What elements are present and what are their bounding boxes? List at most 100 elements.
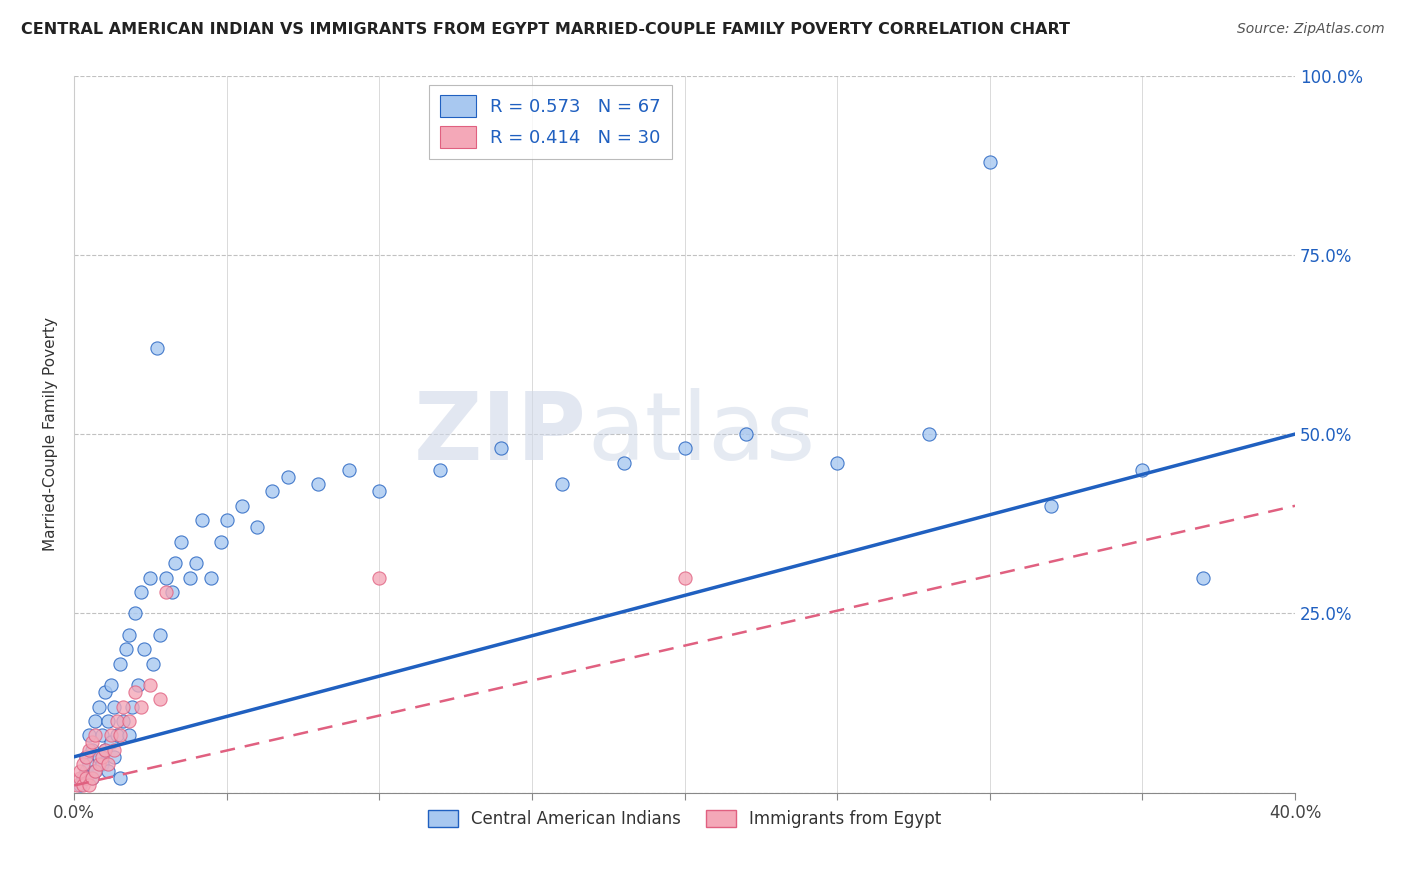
Point	[429, 463, 451, 477]
Point	[69, 772, 91, 786]
Point	[129, 699, 152, 714]
Point	[82, 742, 104, 756]
Point	[918, 427, 941, 442]
Point	[69, 779, 91, 793]
Point	[551, 477, 574, 491]
Text: atlas: atlas	[586, 388, 815, 480]
Point	[307, 477, 329, 491]
Y-axis label: Married-Couple Family Poverty: Married-Couple Family Poverty	[44, 317, 58, 551]
Point	[160, 585, 183, 599]
Point	[103, 742, 125, 756]
Point	[75, 749, 97, 764]
Point	[209, 534, 232, 549]
Point	[139, 678, 162, 692]
Point	[491, 442, 513, 456]
Point	[1192, 570, 1215, 584]
Point	[191, 513, 214, 527]
Point	[368, 484, 391, 499]
Point	[118, 714, 141, 728]
Point	[145, 341, 167, 355]
Point	[90, 728, 112, 742]
Point	[111, 699, 134, 714]
Point	[84, 714, 107, 728]
Point	[72, 772, 94, 786]
Point	[69, 764, 91, 779]
Legend: Central American Indians, Immigrants from Egypt: Central American Indians, Immigrants fro…	[420, 803, 948, 835]
Point	[825, 456, 848, 470]
Point	[337, 463, 360, 477]
Point	[368, 570, 391, 584]
Point	[155, 570, 177, 584]
Point	[139, 570, 162, 584]
Point	[93, 685, 115, 699]
Point	[124, 607, 146, 621]
Point	[90, 756, 112, 771]
Point	[155, 585, 177, 599]
Point	[134, 642, 156, 657]
Point	[108, 657, 131, 671]
Point	[262, 484, 284, 499]
Text: CENTRAL AMERICAN INDIAN VS IMMIGRANTS FROM EGYPT MARRIED-COUPLE FAMILY POVERTY C: CENTRAL AMERICAN INDIAN VS IMMIGRANTS FR…	[21, 22, 1070, 37]
Point	[1039, 499, 1062, 513]
Point	[87, 749, 110, 764]
Point	[84, 728, 107, 742]
Point	[84, 764, 107, 779]
Point	[79, 728, 101, 742]
Point	[1132, 463, 1154, 477]
Point	[90, 749, 112, 764]
Point	[100, 728, 122, 742]
Point	[148, 628, 170, 642]
Point	[734, 427, 756, 442]
Point	[97, 714, 120, 728]
Point	[277, 470, 299, 484]
Point	[127, 678, 149, 692]
Point	[179, 570, 201, 584]
Point	[103, 749, 125, 764]
Point	[118, 728, 141, 742]
Point	[82, 772, 104, 786]
Point	[129, 585, 152, 599]
Point	[82, 735, 104, 749]
Text: ZIP: ZIP	[413, 388, 586, 480]
Point	[79, 742, 101, 756]
Point	[82, 772, 104, 786]
Point	[93, 742, 115, 756]
Point	[100, 735, 122, 749]
Point	[84, 764, 107, 779]
Point	[97, 764, 120, 779]
Point	[170, 534, 193, 549]
Point	[108, 728, 131, 742]
Point	[246, 520, 269, 534]
Point	[115, 642, 138, 657]
Point	[163, 556, 186, 570]
Point	[105, 714, 128, 728]
Point	[231, 499, 253, 513]
Point	[215, 513, 238, 527]
Point	[673, 570, 696, 584]
Point	[75, 749, 97, 764]
Point	[124, 685, 146, 699]
Point	[121, 699, 143, 714]
Point	[75, 764, 97, 779]
Point	[148, 692, 170, 706]
Point	[75, 772, 97, 786]
Point	[103, 699, 125, 714]
Point	[612, 456, 634, 470]
Point	[66, 779, 89, 793]
Point	[93, 742, 115, 756]
Point	[979, 154, 1001, 169]
Point	[97, 756, 120, 771]
Point	[108, 772, 131, 786]
Point	[186, 556, 208, 570]
Point	[79, 756, 101, 771]
Text: Source: ZipAtlas.com: Source: ZipAtlas.com	[1237, 22, 1385, 37]
Point	[72, 756, 94, 771]
Point	[200, 570, 222, 584]
Point	[87, 699, 110, 714]
Point	[673, 442, 696, 456]
Point	[79, 779, 101, 793]
Point	[105, 728, 128, 742]
Point	[87, 756, 110, 771]
Point	[118, 628, 141, 642]
Point	[111, 714, 134, 728]
